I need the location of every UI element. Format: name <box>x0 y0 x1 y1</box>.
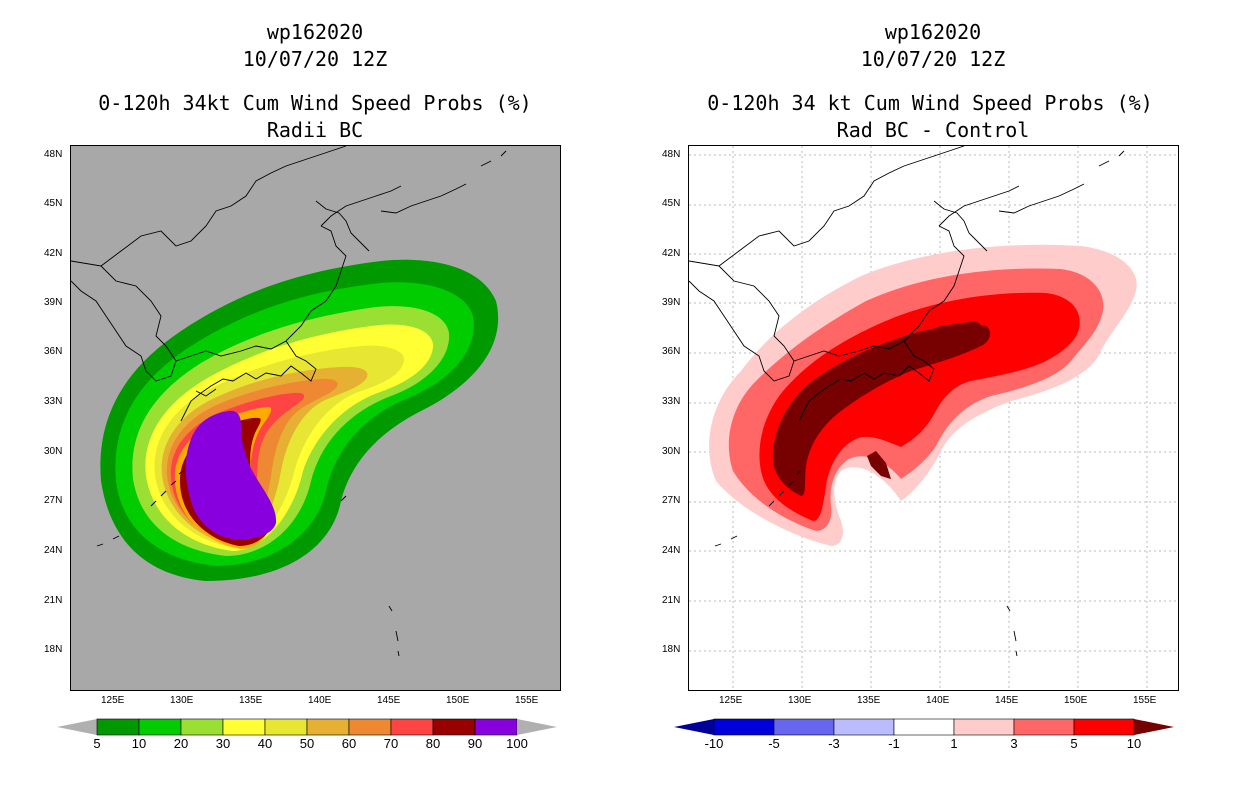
left-title-storm: wp162020 <box>266 20 364 44</box>
colorbar-swatch <box>833 718 895 736</box>
colorbar-swatch <box>390 718 434 736</box>
colorbar-under-triangle <box>57 719 97 735</box>
colorbar-label: 100 <box>506 736 528 751</box>
colorbar-label: 5 <box>93 736 101 751</box>
right-lat-label: 42N <box>662 248 681 259</box>
diff-10-contour <box>772 325 991 496</box>
colorbar-label: -5 <box>768 736 780 751</box>
right-lon-label: 155E <box>1133 695 1157 706</box>
left-lat-label: 42N <box>44 248 63 259</box>
left-lat-label: 48N <box>44 149 63 160</box>
colorbar-swatch <box>264 718 308 736</box>
colorbar-label: 3 <box>1010 736 1018 751</box>
left-lon-label: 125E <box>101 695 125 706</box>
left-lat-label: 30N <box>44 446 63 457</box>
colorbar-swatch <box>180 718 224 736</box>
left-lat-label: 24N <box>44 545 63 556</box>
colorbar-label: 10 <box>131 736 147 751</box>
left-lat-label: 36N <box>44 346 63 357</box>
right-coastlines <box>689 146 1125 657</box>
right-lat-label: 27N <box>662 495 681 506</box>
colorbar-swatch <box>138 718 182 736</box>
right-lon-label: 145E <box>995 695 1019 706</box>
right-difference-field <box>709 244 1137 546</box>
right-lat-label: 48N <box>662 149 681 160</box>
right-lat-label: 39N <box>662 297 681 308</box>
colorbar-under-triangle <box>674 719 714 735</box>
right-title-date: 10/07/20 12Z <box>860 47 1006 71</box>
colorbar-label: 60 <box>341 736 357 751</box>
colorbar-label: 40 <box>257 736 273 751</box>
left-lon-label: 130E <box>170 695 194 706</box>
right-lon-label: 125E <box>719 695 743 706</box>
right-lon-label: 140E <box>926 695 950 706</box>
left-lon-label: 155E <box>515 695 539 706</box>
left-lat-label: 27N <box>44 495 63 506</box>
diff-5-contour <box>759 292 1080 521</box>
left-lat-label: 39N <box>44 297 63 308</box>
colorbar-swatch <box>893 718 955 736</box>
left-coastlines <box>71 146 507 657</box>
right-map <box>688 145 1179 691</box>
right-lon-label: 135E <box>857 695 881 706</box>
right-lat-label: 45N <box>662 198 681 209</box>
colorbar-swatch <box>953 718 1015 736</box>
colorbar-label: -3 <box>828 736 840 751</box>
right-lat-label: 24N <box>662 545 681 556</box>
prob-100-contour <box>185 410 277 540</box>
colorbar-label: 70 <box>383 736 399 751</box>
colorbar-label: 10 <box>1126 736 1142 751</box>
right-lat-label: 30N <box>662 446 681 457</box>
colorbar-label: 80 <box>425 736 441 751</box>
colorbar-label: -1 <box>888 736 900 751</box>
colorbar-swatch <box>96 718 140 736</box>
left-title-product: 0-120h 34kt Cum Wind Speed Probs (%) <box>98 91 532 115</box>
right-lat-label: 33N <box>662 396 681 407</box>
left-lat-label: 33N <box>44 396 63 407</box>
left-map <box>70 145 561 691</box>
left-lon-label: 150E <box>446 695 470 706</box>
left-lon-label: 135E <box>239 695 263 706</box>
colorbar-swatch <box>348 718 392 736</box>
right-colorbar <box>674 718 1174 736</box>
right-lon-label: 130E <box>788 695 812 706</box>
colorbar-label: 20 <box>173 736 189 751</box>
colorbar-label: 30 <box>215 736 231 751</box>
left-lat-label: 21N <box>44 595 63 606</box>
left-colorbar <box>57 718 557 736</box>
colorbar-swatch <box>474 718 518 736</box>
left-probability-field <box>100 259 499 581</box>
colorbar-over-triangle <box>1134 719 1174 735</box>
right-lon-label: 150E <box>1064 695 1088 706</box>
left-lon-label: 145E <box>377 695 401 706</box>
colorbar-swatch <box>222 718 266 736</box>
left-lon-label: 140E <box>308 695 332 706</box>
diff-10-patch <box>867 451 891 479</box>
diff-10-top <box>901 321 986 349</box>
colorbar-over-triangle <box>517 719 557 735</box>
colorbar-swatch <box>432 718 476 736</box>
colorbar-label: -10 <box>704 736 724 751</box>
left-title-date: 10/07/20 12Z <box>242 47 388 71</box>
right-lat-label: 21N <box>662 595 681 606</box>
colorbar-label: 50 <box>299 736 315 751</box>
colorbar-swatch <box>773 718 835 736</box>
colorbar-label: 90 <box>467 736 483 751</box>
colorbar-label: 5 <box>1070 736 1078 751</box>
colorbar-swatch <box>306 718 350 736</box>
right-lat-label: 18N <box>662 644 681 655</box>
colorbar-swatch <box>1013 718 1075 736</box>
left-lat-label: 45N <box>44 198 63 209</box>
right-title-sub: Rad BC - Control <box>836 118 1030 142</box>
left-title-sub: Radii BC <box>266 118 364 142</box>
colorbar-swatch <box>1073 718 1135 736</box>
right-title-storm: wp162020 <box>884 20 982 44</box>
left-lat-label: 18N <box>44 644 63 655</box>
colorbar-label: 1 <box>950 736 958 751</box>
right-title-product: 0-120h 34 kt Cum Wind Speed Probs (%) <box>707 91 1153 115</box>
right-lat-label: 36N <box>662 346 681 357</box>
colorbar-swatch <box>713 718 775 736</box>
